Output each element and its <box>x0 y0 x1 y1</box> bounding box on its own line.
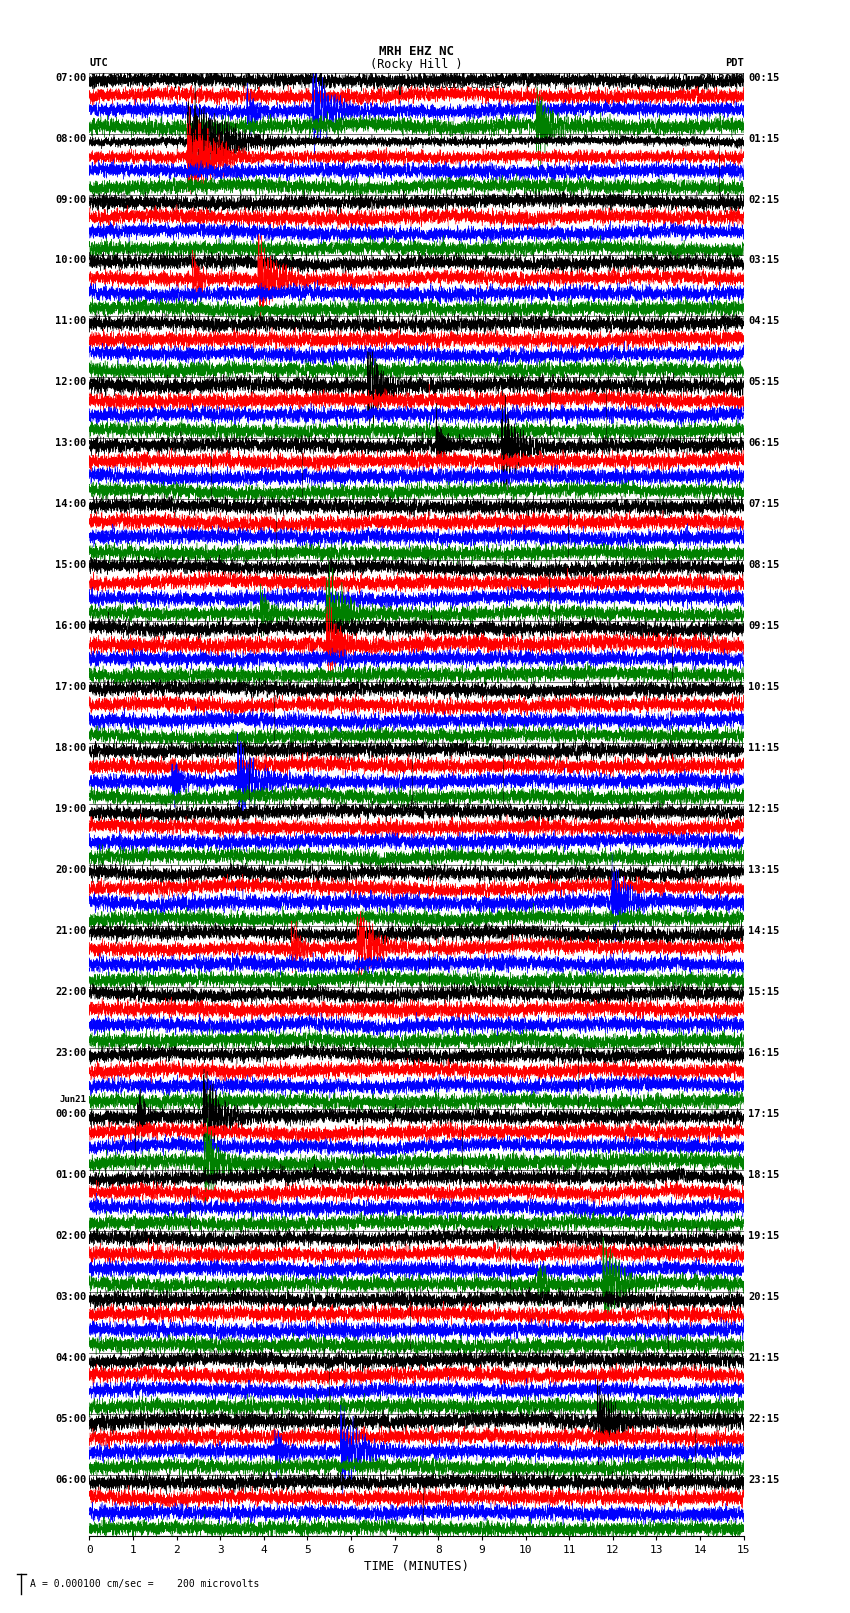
Text: 22:00: 22:00 <box>55 987 87 997</box>
Text: 07:00: 07:00 <box>55 73 87 82</box>
Text: 16:00: 16:00 <box>55 621 87 631</box>
Text: 02:00: 02:00 <box>55 1231 87 1240</box>
Text: 03:00: 03:00 <box>55 1292 87 1302</box>
Text: 14:00: 14:00 <box>55 500 87 510</box>
Text: 16:15: 16:15 <box>748 1048 779 1058</box>
Text: 03:15: 03:15 <box>748 255 779 266</box>
Text: 15:00: 15:00 <box>55 560 87 571</box>
Text: 06:15: 06:15 <box>748 439 779 448</box>
Text: 19:15: 19:15 <box>748 1231 779 1240</box>
Text: 05:00: 05:00 <box>55 1413 87 1424</box>
Text: MRH EHZ NC: MRH EHZ NC <box>379 45 454 58</box>
Text: = 0.000100 cm/sec =    200 microvolts: = 0.000100 cm/sec = 200 microvolts <box>42 1579 260 1589</box>
Text: 22:15: 22:15 <box>748 1413 779 1424</box>
Text: 13:15: 13:15 <box>748 865 779 874</box>
Text: 11:00: 11:00 <box>55 316 87 326</box>
X-axis label: TIME (MINUTES): TIME (MINUTES) <box>364 1560 469 1573</box>
Text: 21:00: 21:00 <box>55 926 87 936</box>
Text: 12:00: 12:00 <box>55 377 87 387</box>
Text: 11:15: 11:15 <box>748 744 779 753</box>
Text: 23:00: 23:00 <box>55 1048 87 1058</box>
Text: Jun21: Jun21 <box>60 1095 87 1103</box>
Text: 10:00: 10:00 <box>55 255 87 266</box>
Text: 04:00: 04:00 <box>55 1353 87 1363</box>
Text: 17:15: 17:15 <box>748 1108 779 1119</box>
Text: UTC: UTC <box>89 58 108 68</box>
Text: 09:00: 09:00 <box>55 195 87 205</box>
Text: 13:00: 13:00 <box>55 439 87 448</box>
Text: 15:15: 15:15 <box>748 987 779 997</box>
Text: 18:00: 18:00 <box>55 744 87 753</box>
Text: Jun20,2018: Jun20,2018 <box>681 74 744 84</box>
Text: 17:00: 17:00 <box>55 682 87 692</box>
Text: 01:15: 01:15 <box>748 134 779 144</box>
Text: 08:15: 08:15 <box>748 560 779 571</box>
Text: = 0.000100 cm/sec: = 0.000100 cm/sec <box>406 81 506 90</box>
Text: 01:00: 01:00 <box>55 1169 87 1179</box>
Text: 08:00: 08:00 <box>55 134 87 144</box>
Text: 20:00: 20:00 <box>55 865 87 874</box>
Text: 05:15: 05:15 <box>748 377 779 387</box>
Text: Jun20,2018: Jun20,2018 <box>89 74 152 84</box>
Text: 02:15: 02:15 <box>748 195 779 205</box>
Text: 18:15: 18:15 <box>748 1169 779 1179</box>
Text: 04:15: 04:15 <box>748 316 779 326</box>
Text: A: A <box>30 1579 36 1589</box>
Text: 21:15: 21:15 <box>748 1353 779 1363</box>
Text: 07:15: 07:15 <box>748 500 779 510</box>
Text: 00:00: 00:00 <box>55 1108 87 1119</box>
Text: (Rocky Hill ): (Rocky Hill ) <box>371 58 462 71</box>
Text: 19:00: 19:00 <box>55 805 87 815</box>
Text: 06:00: 06:00 <box>55 1474 87 1484</box>
Text: 14:15: 14:15 <box>748 926 779 936</box>
Text: 09:15: 09:15 <box>748 621 779 631</box>
Text: 10:15: 10:15 <box>748 682 779 692</box>
Text: 12:15: 12:15 <box>748 805 779 815</box>
Text: 23:15: 23:15 <box>748 1474 779 1484</box>
Text: 20:15: 20:15 <box>748 1292 779 1302</box>
Text: PDT: PDT <box>725 58 744 68</box>
Text: 00:15: 00:15 <box>748 73 779 82</box>
